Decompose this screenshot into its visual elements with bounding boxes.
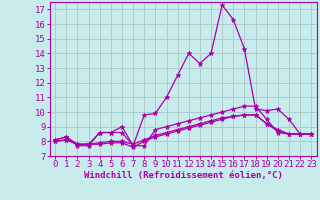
- X-axis label: Windchill (Refroidissement éolien,°C): Windchill (Refroidissement éolien,°C): [84, 171, 283, 180]
